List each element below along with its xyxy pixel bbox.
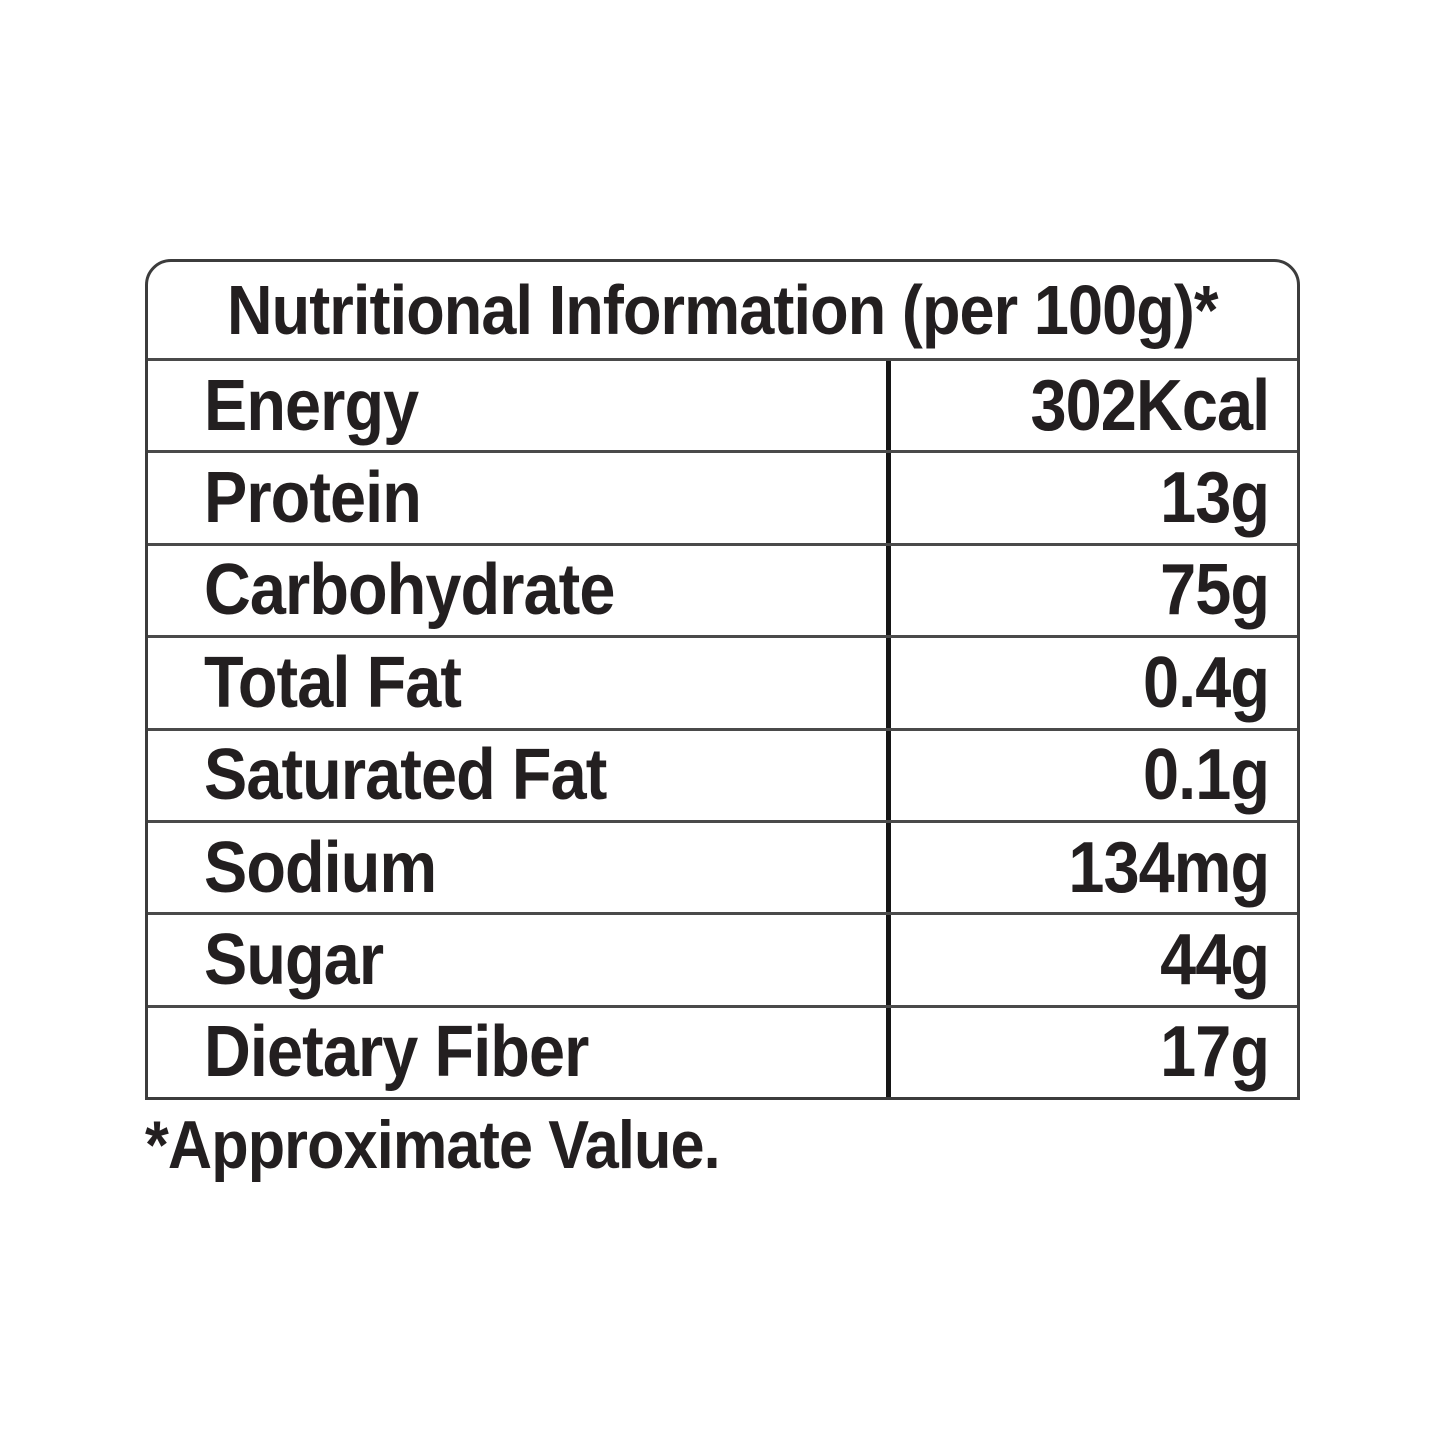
nutrient-label: Saturated Fat — [204, 735, 607, 816]
table-row-total-fat: Total Fat 0.4g — [148, 635, 1297, 728]
nutrient-label-cell: Saturated Fat — [148, 731, 886, 820]
table-row-protein: Protein 13g — [148, 450, 1297, 543]
table-title-text: Nutritional Information (per 100g)* — [227, 271, 1218, 349]
table-row-energy: Energy 302Kcal — [148, 358, 1297, 451]
footnote: *Approximate Value. — [145, 1106, 784, 1184]
nutrient-label-cell: Total Fat — [148, 638, 886, 727]
nutrient-label: Carbohydrate — [204, 550, 615, 631]
nutrient-label-cell: Sodium — [148, 823, 886, 912]
nutrient-label: Protein — [204, 458, 422, 539]
nutrient-value: 302Kcal — [1030, 365, 1270, 446]
table-row-sodium: Sodium 134mg — [148, 819, 1297, 913]
nutrient-value: 134mg — [1068, 827, 1270, 908]
table-row-dietary-fiber: Dietary Fiber 17g — [148, 1004, 1297, 1097]
nutrient-value-cell: 134mg — [886, 822, 1297, 913]
table-row-sugar: Sugar 44g — [148, 912, 1297, 1005]
nutrient-value: 75g — [1160, 550, 1270, 631]
nutrient-label-cell: Dietary Fiber — [148, 1008, 886, 1097]
nutrient-value: 0.4g — [1142, 642, 1270, 723]
nutrient-label: Sodium — [204, 827, 437, 908]
nutrient-value-cell: 13g — [886, 453, 1297, 543]
table-row-carbohydrate: Carbohydrate 75g — [148, 542, 1297, 636]
nutrient-label: Sugar — [204, 919, 384, 1000]
nutrient-label: Total Fat — [204, 642, 462, 723]
nutrient-value-cell: 0.4g — [886, 638, 1297, 728]
nutrient-label: Energy — [204, 365, 419, 446]
nutrient-value-cell: 44g — [886, 915, 1297, 1005]
nutrient-value-cell: 75g — [886, 545, 1297, 636]
table-title: Nutritional Information (per 100g)* — [148, 262, 1297, 358]
nutrient-value: 13g — [1160, 458, 1270, 539]
nutrient-label-cell: Sugar — [148, 915, 886, 1004]
nutrient-value-cell: 0.1g — [886, 730, 1297, 820]
nutrient-label: Dietary Fiber — [204, 1012, 589, 1093]
nutrient-value-cell: 302Kcal — [886, 361, 1297, 451]
nutrient-value: 0.1g — [1142, 735, 1270, 816]
nutrient-label-cell: Carbohydrate — [148, 546, 886, 635]
nutrition-table: Nutritional Information (per 100g)* Ener… — [145, 259, 1300, 1100]
nutrient-value: 44g — [1160, 919, 1270, 1000]
nutrient-label-cell: Energy — [148, 361, 886, 450]
nutrient-value-cell: 17g — [886, 1007, 1297, 1097]
nutrient-label-cell: Protein — [148, 453, 886, 542]
nutrient-value: 17g — [1160, 1012, 1270, 1093]
footnote-text: *Approximate Value. — [145, 1107, 721, 1183]
table-row-saturated-fat: Saturated Fat 0.1g — [148, 727, 1297, 820]
